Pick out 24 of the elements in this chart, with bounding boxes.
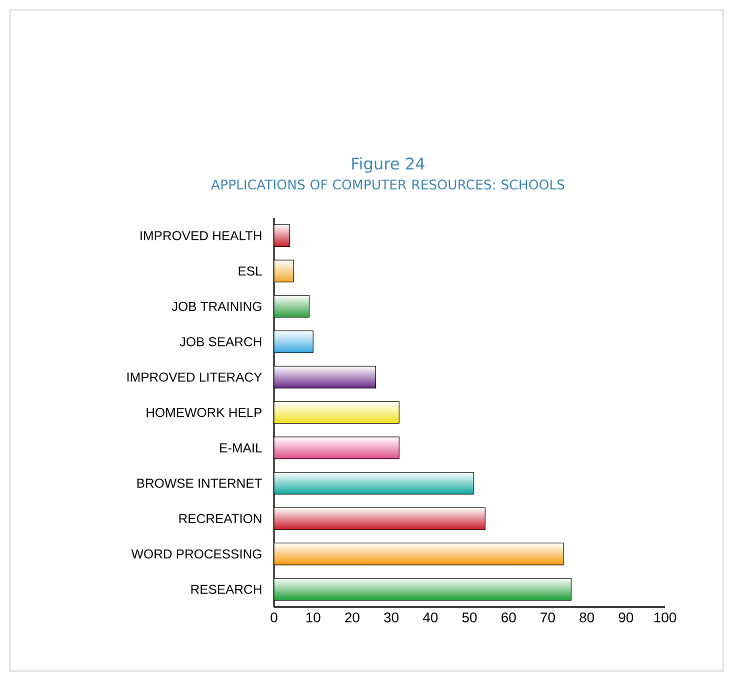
x-tick-label: 90 (618, 612, 634, 622)
chart-title: APPLICATIONS OF COMPUTER RESOURCES: SCHOOLS (211, 180, 564, 190)
y-tick-label: IMPROVED LITERACY (127, 372, 262, 382)
y-tick-label: JOB TRAINING (172, 302, 262, 311)
x-tick-label: 10 (306, 612, 320, 622)
y-tick-label: ESL (238, 266, 262, 276)
x-tick-label: 20 (345, 612, 360, 622)
x-tick-label: 70 (540, 612, 555, 622)
x-tick-label: 30 (384, 612, 399, 622)
y-tick-label: E-MAIL (220, 443, 262, 452)
y-tick-label: RESEARCH (191, 584, 262, 594)
x-tick-label: 60 (502, 612, 516, 622)
y-tick-label: HOMEWORK HELP (146, 408, 262, 418)
x-tick-label: 40 (422, 612, 438, 622)
caption: Figure 24 (352, 157, 424, 173)
y-tick-label: RECREATION (179, 514, 262, 524)
x-tick-label: 80 (580, 612, 594, 622)
y-tick-label: BROWSE INTERNET (137, 478, 262, 488)
x-tick-label: 0 (270, 612, 278, 622)
y-tick-label: WORD PROCESSING (131, 549, 262, 559)
x-tick-label: 100 (654, 612, 676, 622)
x-tick-label: 50 (462, 612, 477, 622)
y-tick-label: JOB SEARCH (180, 337, 262, 346)
y-tick-label: IMPROVED HEALTH (140, 231, 262, 240)
